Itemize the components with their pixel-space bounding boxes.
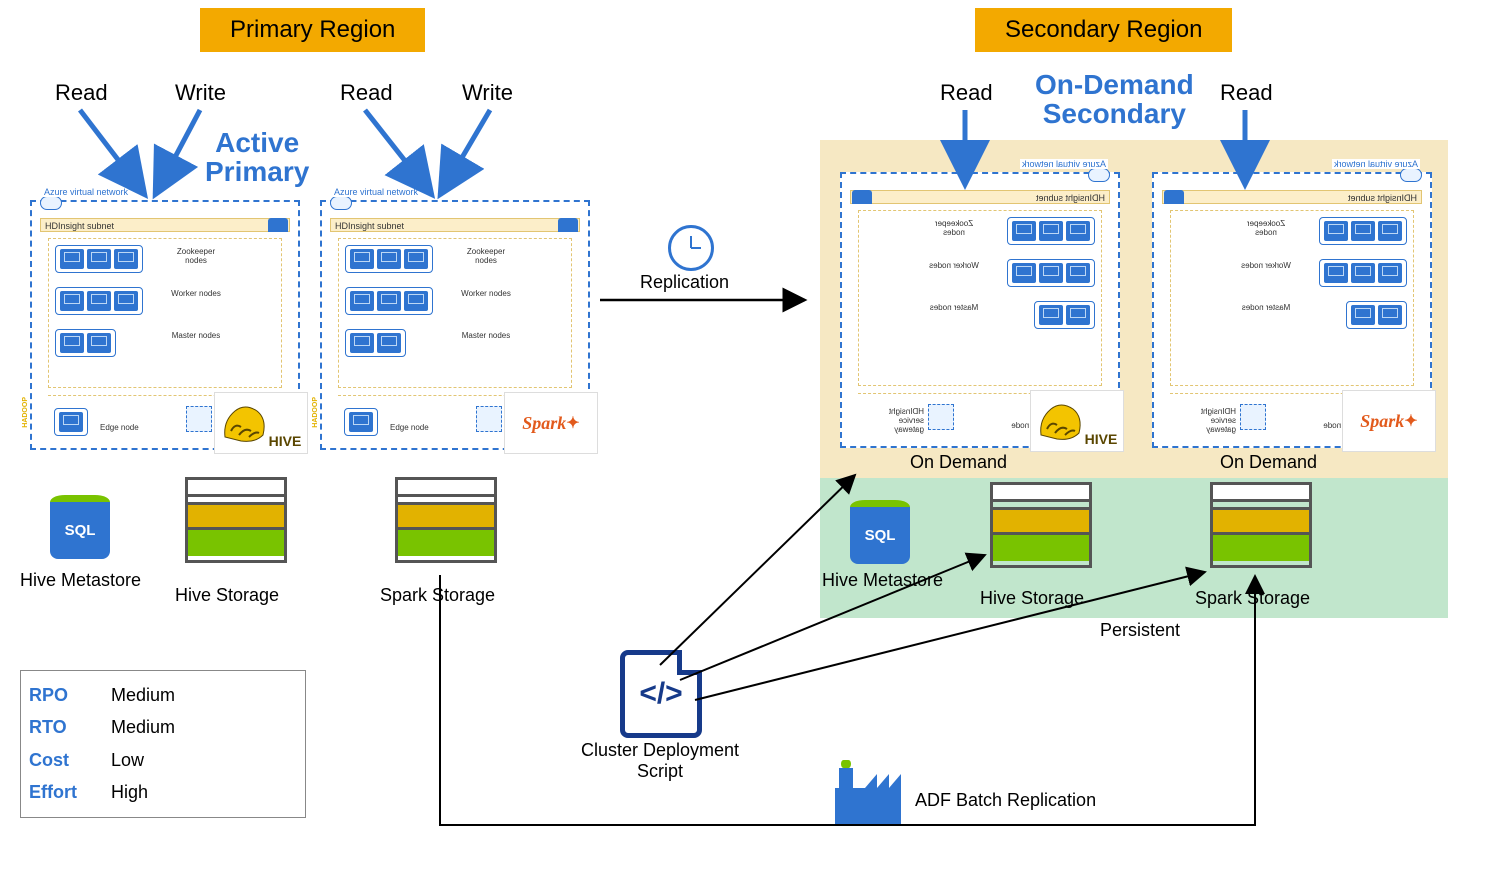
lock-icon xyxy=(558,218,578,232)
hive-storage-secondary xyxy=(990,485,1092,568)
hive-icon xyxy=(1037,399,1085,443)
spark-storage-label: Spark Storage xyxy=(380,585,495,606)
vnet-label: Azure virtual network xyxy=(332,187,420,197)
ondemand-label: On Demand xyxy=(910,452,1007,473)
spark-badge: Spark✦ xyxy=(504,392,598,454)
ondemand-label: On Demand xyxy=(1220,452,1317,473)
hive-storage-primary xyxy=(185,480,287,563)
spark-storage-label: Spark Storage xyxy=(1195,588,1310,609)
deployment-script: </> xyxy=(620,650,702,738)
cluster-primary-spark: Azure virtual network HDInsight subnet Z… xyxy=(320,200,590,450)
rw-label: Read xyxy=(340,80,393,106)
hive-metastore-primary: SQL xyxy=(50,495,110,559)
clock-icon xyxy=(668,225,714,271)
cloud-icon xyxy=(40,196,62,210)
replication-label: Replication xyxy=(640,272,729,293)
gateway-icon xyxy=(186,406,212,432)
subnet-band: HDInsight subnet xyxy=(330,218,580,232)
spark-storage-secondary xyxy=(1210,485,1312,568)
rw-label: Write xyxy=(175,80,226,106)
code-file-icon: </> xyxy=(620,650,702,738)
cluster-secondary-hive: Azure virtual network HDInsight subnet Z… xyxy=(840,158,1120,448)
hive-badge: HIVE xyxy=(1030,390,1124,452)
vnet-label: Azure virtual network xyxy=(42,187,130,197)
hadoop-tag: HADOOP xyxy=(312,397,319,428)
cluster-secondary-spark: Azure virtual network HDInsight subnet Z… xyxy=(1152,158,1432,448)
primary-region-banner: Primary Region xyxy=(200,8,425,52)
adf-factory xyxy=(835,770,901,824)
spark-storage-primary xyxy=(395,480,497,563)
hive-metastore-label: Hive Metastore xyxy=(8,570,153,591)
script-label: Cluster Deployment Script xyxy=(570,740,750,782)
cloud-icon xyxy=(330,196,352,210)
rw-label: Read xyxy=(55,80,108,106)
adf-label: ADF Batch Replication xyxy=(915,790,1096,811)
active-primary-label: Active Primary xyxy=(205,128,309,187)
hadoop-tag: HADOOP xyxy=(22,397,29,428)
hive-icon xyxy=(221,401,269,445)
subnet-band: HDInsight subnet xyxy=(40,218,290,232)
persistent-label: Persistent xyxy=(1100,620,1180,641)
cluster-primary-hive: Azure virtual network HDInsight subnet Z… xyxy=(30,200,300,450)
nodes-area: Zookeeper nodes Worker nodes Master node… xyxy=(48,238,282,388)
hive-storage-label: Hive Storage xyxy=(980,588,1084,609)
diagram-canvas: Primary Region Secondary Region Active P… xyxy=(0,0,1485,871)
metrics-table: RPOMedium RTOMedium CostLow EffortHigh xyxy=(20,670,306,818)
rw-label: Read xyxy=(1220,80,1273,106)
lock-icon xyxy=(268,218,288,232)
rw-label: Read xyxy=(940,80,993,106)
hive-metastore-secondary: SQL xyxy=(850,500,910,564)
hive-metastore-label: Hive Metastore xyxy=(810,570,955,591)
rw-label: Write xyxy=(462,80,513,106)
persistent-area xyxy=(820,478,1448,618)
gateway-icon xyxy=(476,406,502,432)
factory-icon xyxy=(835,770,901,824)
secondary-region-banner: Secondary Region xyxy=(975,8,1232,52)
hive-badge: HIVE xyxy=(214,392,308,454)
hive-storage-label: Hive Storage xyxy=(175,585,279,606)
spark-badge: Spark✦ xyxy=(1342,390,1436,452)
ondemand-secondary-label: On-Demand Secondary xyxy=(1035,70,1194,129)
